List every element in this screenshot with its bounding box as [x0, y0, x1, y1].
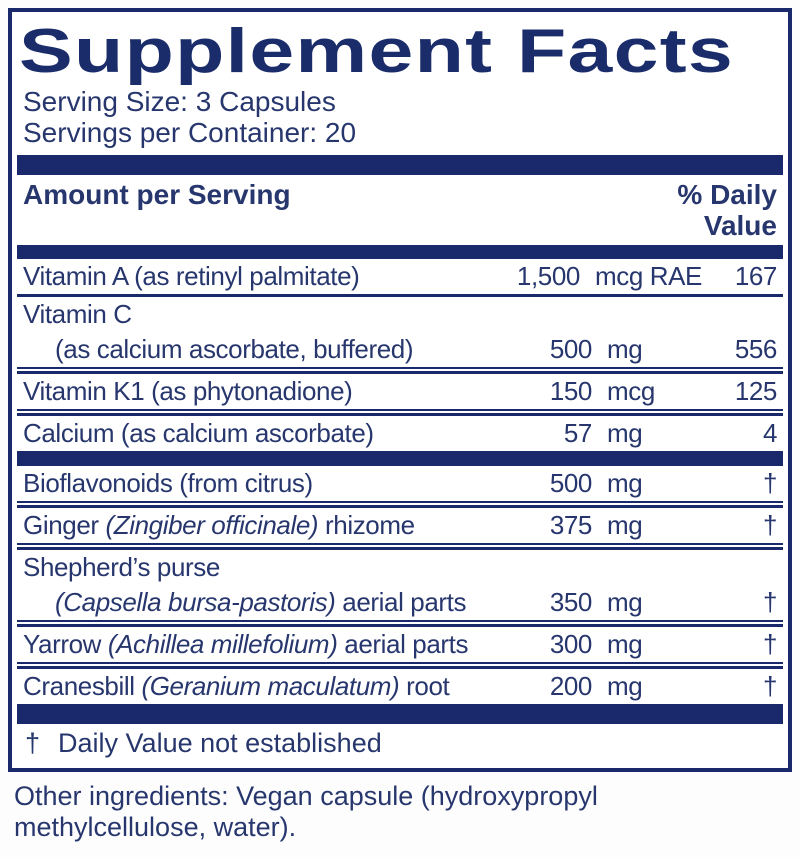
section-divider-bar	[17, 155, 783, 175]
ingredient-amount: 300 mg	[507, 627, 702, 662]
amount-unit: mg	[607, 334, 643, 364]
ingredient-name: Cranesbill (Geranium maculatum) root	[23, 671, 450, 701]
amount-value: 200	[549, 671, 593, 701]
daily-value-header: % Daily Value	[677, 179, 777, 241]
ingredient-row: Vitamin A (as retinyl palmitate) 1,500 mcg…	[17, 259, 783, 294]
row-separator	[17, 662, 783, 669]
daily-value: †	[762, 510, 777, 540]
ingredient-amount: 57 mg	[507, 416, 702, 451]
footnote-dagger-symbol: †	[25, 728, 41, 758]
ingredient-row: Bioflavonoids (from citrus) 500 mg †	[17, 466, 783, 501]
daily-value: †	[762, 587, 777, 617]
ingredient-name: Yarrow (Achillea millefolium) aerial par…	[23, 629, 469, 659]
ingredient-amount: 375 mg	[507, 508, 702, 543]
amount-value: 500	[549, 334, 593, 364]
ingredient-rows: Vitamin A (as retinyl palmitate) 1,500 mcg…	[17, 259, 783, 704]
row-separator	[17, 294, 783, 297]
daily-value: †	[762, 629, 777, 659]
ingredient-row: Shepherd’s purse	[17, 550, 783, 585]
amount-value: 500	[549, 468, 593, 498]
ingredient-name: Vitamin A (as retinyl palmitate)	[23, 261, 360, 291]
ingredient-row: (Capsella bursa-pastoris) aerial parts 35…	[17, 585, 783, 620]
page-title: Supplement Facts	[19, 17, 734, 86]
serving-size-text: Serving Size: 3 Capsules	[23, 86, 336, 117]
amount-value: 300	[549, 629, 593, 659]
ingredient-row: Vitamin K1 (as phytonadione) 150 mcg 125	[17, 374, 783, 409]
row-separator	[17, 620, 783, 627]
ingredient-row: Cranesbill (Geranium maculatum) root 200 m…	[17, 669, 783, 704]
ingredient-name: Shepherd’s purse	[23, 552, 220, 582]
ingredient-name: Vitamin C	[23, 299, 132, 329]
amount-unit: mg	[607, 671, 643, 701]
ingredient-row: Vitamin C	[17, 297, 783, 332]
serving-info: Serving Size: 3 Capsules Servings per Co…	[23, 86, 783, 148]
ingredient-amount: 500 mg	[507, 466, 702, 501]
amount-value: 350	[549, 587, 593, 617]
amount-unit: mg	[607, 510, 643, 540]
ingredient-row: Ginger (Zingiber officinale) rhizome 375 m…	[17, 508, 783, 543]
footnote-text: Daily Value not established	[58, 728, 382, 758]
amount-value: 375	[549, 510, 593, 540]
ingredient-name: Ginger (Zingiber officinale) rhizome	[23, 510, 415, 540]
amount-value: 1,500	[516, 261, 580, 291]
daily-value: 556	[734, 334, 778, 364]
row-separator	[17, 451, 783, 466]
amount-unit: mg	[607, 468, 643, 498]
ingredient-name: (as calcium ascorbate, buffered)	[55, 334, 414, 364]
other-ingredients-text: Other ingredients: Vegan capsule (hydrox…	[14, 781, 598, 842]
amount-unit: mg	[607, 629, 643, 659]
row-separator	[17, 501, 783, 508]
amount-unit: mcg	[607, 376, 655, 406]
row-separator	[17, 409, 783, 416]
ingredient-name: Bioflavonoids (from citrus)	[23, 468, 313, 498]
footnote: † Daily Value not established	[17, 724, 783, 768]
amount-value: 150	[549, 376, 593, 406]
table-header-row: Amount per Serving % Daily Value	[17, 175, 783, 245]
ingredient-name: Calcium (as calcium ascorbate)	[23, 418, 374, 448]
amount-value: 57	[563, 418, 593, 448]
ingredient-row: Yarrow (Achillea millefolium) aerial par…	[17, 627, 783, 662]
amount-per-serving-header: Amount per Serving	[23, 179, 291, 210]
ingredient-row: Calcium (as calcium ascorbate) 57 mg 4	[17, 416, 783, 451]
ingredient-amount: 1,500 mcg RAE	[507, 259, 702, 294]
row-separator	[17, 543, 783, 550]
servings-per-container-text: Servings per Container: 20	[23, 117, 357, 148]
daily-value: 167	[734, 261, 778, 291]
daily-value: 125	[734, 376, 778, 406]
ingredient-amount: 350 mg	[507, 585, 702, 620]
supplement-facts-label: Supplement Facts Serving Size: 3 Capsule…	[8, 8, 792, 772]
amount-unit: mcg RAE	[594, 261, 702, 291]
ingredient-name: (Capsella bursa-pastoris) aerial parts	[55, 587, 467, 617]
daily-value: †	[762, 671, 777, 701]
ingredient-amount: 200 mg	[507, 669, 702, 704]
ingredient-name: Vitamin K1 (as phytonadione)	[23, 376, 353, 406]
amount-unit: mg	[607, 587, 643, 617]
ingredient-amount: 150 mcg	[507, 374, 702, 409]
daily-value: 4	[762, 418, 777, 448]
section-divider-bar	[17, 704, 783, 724]
ingredient-amount: 500 mg	[507, 332, 702, 367]
row-separator	[17, 367, 783, 374]
ingredient-row: (as calcium ascorbate, buffered) 500 mg 556	[17, 332, 783, 367]
daily-value: †	[762, 468, 777, 498]
section-divider-bar	[17, 245, 783, 259]
amount-unit: mg	[607, 418, 643, 448]
